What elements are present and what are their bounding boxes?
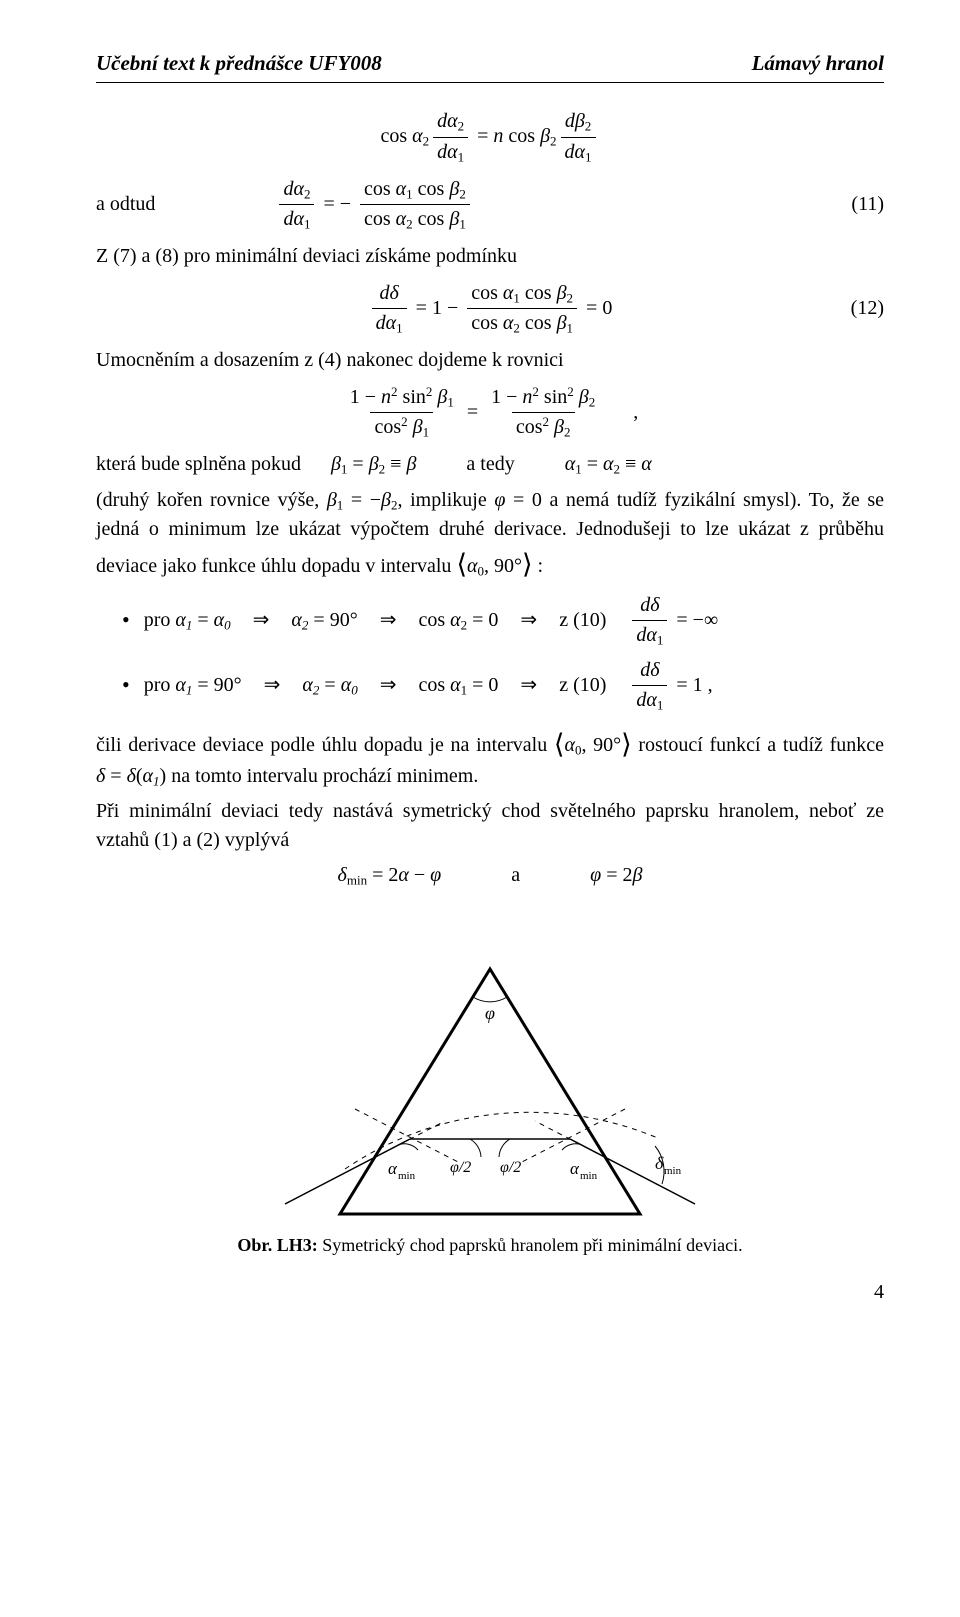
eqfin-sep: a: [511, 861, 520, 890]
eqnum-11: (11): [851, 190, 884, 219]
text-aodtud: a odtud: [96, 190, 155, 219]
text-umoc: Umocněním a dosazením z (4) nakonec dojd…: [96, 346, 884, 375]
svg-text:α: α: [570, 1159, 580, 1178]
svg-text:φ: φ: [485, 1003, 495, 1023]
svg-text:φ/2: φ/2: [500, 1159, 521, 1176]
line-aodtud-eq11: a odtud dα2dα1 = − cos α1 cos β2cos α2 c…: [96, 175, 884, 234]
para2: čili derivace deviace podle úhlu dopadu …: [96, 723, 884, 791]
svg-text:min: min: [398, 1170, 416, 1182]
svg-text:φ/2: φ/2: [450, 1159, 471, 1176]
p2b: rostoucí funkcí a tudíž funkce: [632, 734, 884, 756]
text-z78: Z (7) a (8) pro minimální deviaci získám…: [96, 242, 884, 271]
p2d: na tomto intervalu prochází minimem.: [166, 765, 478, 787]
eqnum-12: (12): [851, 294, 884, 323]
t2: a tedy: [466, 453, 514, 475]
t1: která bude splněna pokud: [96, 453, 301, 475]
p1f: :: [533, 555, 544, 577]
svg-text:min: min: [664, 1165, 682, 1177]
figure-lh3: φ α min α min δ min φ/2 φ/2: [96, 914, 884, 1224]
svg-text:δ: δ: [655, 1153, 664, 1173]
equation-12: dδdα1 = 1 − cos α1 cos β2cos α2 cos β1 =…: [96, 279, 884, 338]
equation-10: cos α2 dα2dα1 = n cos β2 dβ2dα1: [96, 107, 884, 166]
p2a: čili derivace deviace podle úhlu dopadu …: [96, 734, 554, 756]
svg-text:α: α: [388, 1159, 398, 1178]
header-right: Lámavý hranol: [752, 48, 884, 78]
equation-13: 1 − n2 sin2 β1cos2 β1 = 1 − n2 sin2 β2co…: [96, 383, 884, 442]
p1a: (druhý kořen rovnice výše,: [96, 489, 327, 511]
line-ktera: která bude splněna pokud β1 = β2 ≡ β a t…: [96, 450, 884, 479]
figure-caption: Obr. LH3: Symetrický chod paprsků hranol…: [96, 1232, 884, 1258]
svg-text:min: min: [580, 1170, 598, 1182]
p1c: , implikuje: [398, 489, 495, 511]
para3: Při minimální deviaci tedy nastává symet…: [96, 797, 884, 855]
bullet-1: pro α1 = α0 ⇒ α2 = 90° ⇒ cos α2 = 0 ⇒ z …: [96, 591, 884, 650]
header-left: Učební text k přednášce UFY008: [96, 48, 382, 78]
para1: (druhý kořen rovnice výše, β1 = −β2, imp…: [96, 486, 884, 583]
bullet-2: pro α1 = 90° ⇒ α2 = α0 ⇒ cos α1 = 0 ⇒ z …: [96, 656, 884, 715]
equation-final: δmin = 2α − φ a φ = 2β: [96, 861, 884, 890]
page-number: 4: [96, 1278, 884, 1307]
figcap-text: Symetrický chod paprsků hranolem při min…: [322, 1235, 742, 1255]
